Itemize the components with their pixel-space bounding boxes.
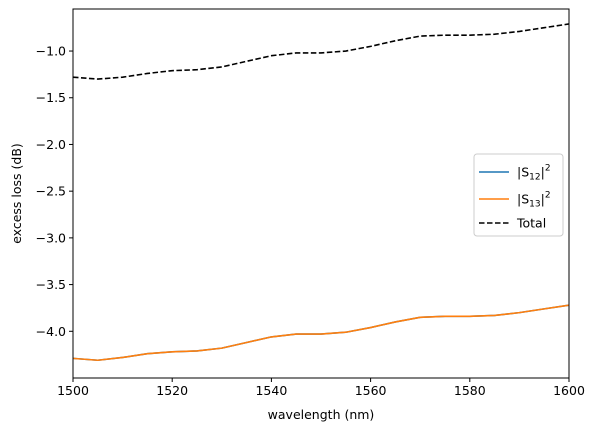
series-line-1	[73, 304, 569, 362]
y-tick-label: −2.0	[36, 137, 66, 152]
x-tick-label: 1540	[255, 383, 287, 398]
y-axis-label: excess loss (dB)	[9, 143, 24, 244]
x-tick-label: 1500	[57, 383, 89, 398]
x-axis-label: wavelength (nm)	[268, 407, 375, 422]
y-tick-label: −3.0	[36, 230, 66, 245]
x-tick-label: 1520	[156, 383, 188, 398]
x-axis: 1500 1520 1540 1560 1580 1600	[57, 378, 585, 398]
y-tick-label: −1.5	[36, 90, 66, 105]
x-tick-label: 1580	[454, 383, 486, 398]
y-tick-label: −2.5	[36, 184, 66, 199]
y-tick-label: −4.0	[36, 324, 66, 339]
x-tick-label: 1560	[355, 383, 387, 398]
series-line-3	[73, 23, 569, 80]
series-line-2	[73, 304, 569, 362]
plot-area	[72, 8, 570, 379]
x-tick-label: 1600	[553, 383, 585, 398]
plot-frame	[72, 8, 570, 379]
series-group	[73, 23, 569, 362]
legend: |S12|2 |S13|2 Total	[473, 153, 564, 237]
legend-label-1: |S12|2	[517, 164, 551, 183]
y-axis: −4.0 −3.5 −3.0 −2.5 −2.0 −1.5 −1.0	[36, 44, 73, 339]
legend-box	[473, 153, 564, 237]
y-tick-label: −1.0	[36, 44, 66, 59]
legend-label-3: Total	[516, 216, 546, 231]
y-tick-label: −3.5	[36, 277, 66, 292]
legend-label-2: |S13|2	[517, 191, 551, 210]
